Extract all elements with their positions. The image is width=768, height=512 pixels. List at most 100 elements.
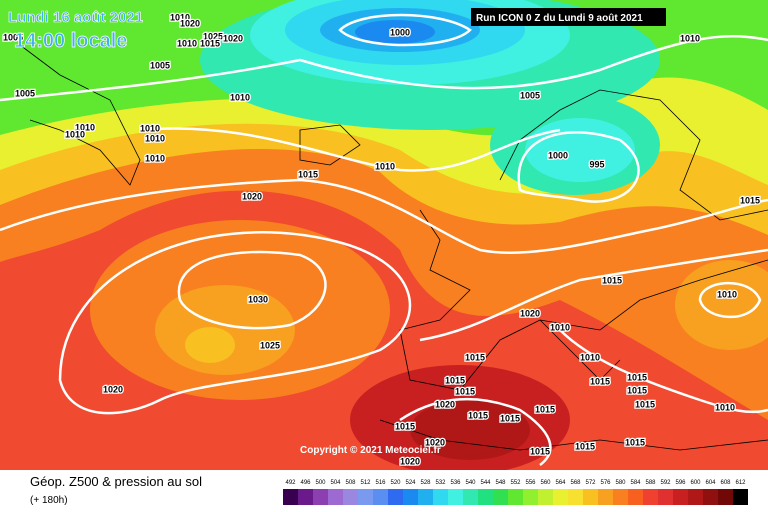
isobar-label: 1005: [3, 32, 23, 42]
scale-label: 572: [585, 480, 596, 486]
scale-label: 612: [735, 480, 746, 486]
isobar-label: 1020: [435, 399, 455, 409]
isobar-label: 1005: [520, 90, 540, 100]
scale-swatch: [628, 489, 643, 505]
isobar-label: 1030: [248, 294, 268, 304]
scale-label: 524: [405, 480, 416, 486]
isobar-label: 1015: [200, 38, 220, 48]
isobar-label: 1020: [223, 33, 243, 43]
isobar-label: 1010: [715, 402, 735, 412]
isobar-label: 1010: [170, 12, 190, 22]
isobar-label: 1015: [627, 385, 647, 395]
scale-label: 520: [390, 480, 401, 486]
isobar-label: 1015: [627, 372, 647, 382]
isobar-label: 1020: [242, 191, 262, 201]
scale-label: 560: [540, 480, 551, 486]
isobar-label: 1010: [230, 92, 250, 102]
scale-label: 548: [495, 480, 506, 486]
isobar-label: 1010: [75, 122, 95, 132]
scale-swatch: [508, 489, 523, 505]
isobar-label: 1005: [15, 88, 35, 98]
scale-swatch: [643, 489, 658, 505]
scale-swatch: [298, 489, 313, 505]
isobar-label: 1015: [740, 195, 760, 205]
scale-label: 564: [555, 480, 566, 486]
isobar-label: 1010: [375, 161, 395, 171]
isobar-label: 1000: [548, 150, 568, 160]
scale-label: 588: [645, 480, 656, 486]
isobar-label: 1010: [717, 289, 737, 299]
isobar-label: 1010: [680, 33, 700, 43]
isobar-label: 1025: [260, 340, 280, 350]
isobar-label: 1015: [575, 441, 595, 451]
forecast-date: Lundi 16 août 2021: [8, 9, 143, 26]
scale-swatch: [553, 489, 568, 505]
scale-swatch: [523, 489, 538, 505]
scale-swatch: [733, 489, 748, 505]
color-scale: 492 496 500 504 508 512 516 520 524 528 532 536 540 5…: [283, 480, 748, 505]
scale-swatch: [328, 489, 343, 505]
scale-swatch: [658, 489, 673, 505]
isobar-label: 1010: [145, 153, 165, 163]
scale-label: 556: [525, 480, 536, 486]
scale-label: 608: [720, 480, 731, 486]
isobar-label: 1020: [425, 437, 445, 447]
isobar-label: 1015: [590, 376, 610, 386]
isobar-label: 1010: [580, 352, 600, 362]
scale-label: 580: [615, 480, 626, 486]
scale-swatch: [478, 489, 493, 505]
isobar-label: 1025: [203, 31, 223, 41]
scale-label: 512: [360, 480, 371, 486]
scale-label: 528: [420, 480, 431, 486]
isobar-label: 1010: [550, 322, 570, 332]
isobar-label: 1015: [395, 421, 415, 431]
run-box: [471, 8, 666, 26]
isobar-label: 1020: [103, 384, 123, 394]
scale-label: 544: [480, 480, 491, 486]
run-info: Run ICON 0 Z du Lundi 9 août 2021: [476, 13, 643, 24]
scale-swatch: [463, 489, 478, 505]
isobar-label: 1010: [177, 38, 197, 48]
scale-swatch: [418, 489, 433, 505]
isobar-label: 1015: [625, 437, 645, 447]
map-background: [0, 0, 768, 475]
isobar-label: 1000: [390, 27, 410, 37]
scale-swatch: [613, 489, 628, 505]
scale-label: 552: [510, 480, 521, 486]
isobar-label: 1015: [468, 410, 488, 420]
scale-label: 504: [330, 480, 341, 486]
scale-label: 508: [345, 480, 356, 486]
scale-label: 536: [450, 480, 461, 486]
scale-label: 540: [465, 480, 476, 486]
scale-swatch: [388, 489, 403, 505]
scale-swatch: [343, 489, 358, 505]
isobar-label: 1015: [465, 352, 485, 362]
isobars: [0, 13, 768, 466]
scale-label: 492: [285, 480, 296, 486]
isobar-label: 1005: [150, 60, 170, 70]
isobar-label: 1015: [500, 413, 520, 423]
scale-label: 496: [300, 480, 311, 486]
isobar-label: 1015: [602, 275, 622, 285]
isobar-label: 1010: [145, 133, 165, 143]
scale-swatch: [598, 489, 613, 505]
copyright: Copyright © 2021 Meteociel.fr: [300, 445, 441, 456]
isobar-label: 1015: [455, 386, 475, 396]
scale-label: 600: [690, 480, 701, 486]
scale-swatch: [718, 489, 733, 505]
coastlines: [19, 44, 768, 451]
scale-label: 596: [675, 480, 686, 486]
isobar-label: 1015: [635, 399, 655, 409]
scale-swatch: [403, 489, 418, 505]
scale-label: 592: [660, 480, 671, 486]
scale-label: 604: [705, 480, 716, 486]
scale-swatch: [373, 489, 388, 505]
scale-swatch: [358, 489, 373, 505]
scale-swatch: [568, 489, 583, 505]
isobar-label: 1020: [180, 18, 200, 28]
isobar-label: 1015: [445, 375, 465, 385]
scale-swatch: [538, 489, 553, 505]
isobar-label: 1020: [400, 456, 420, 466]
scale-swatch: [583, 489, 598, 505]
